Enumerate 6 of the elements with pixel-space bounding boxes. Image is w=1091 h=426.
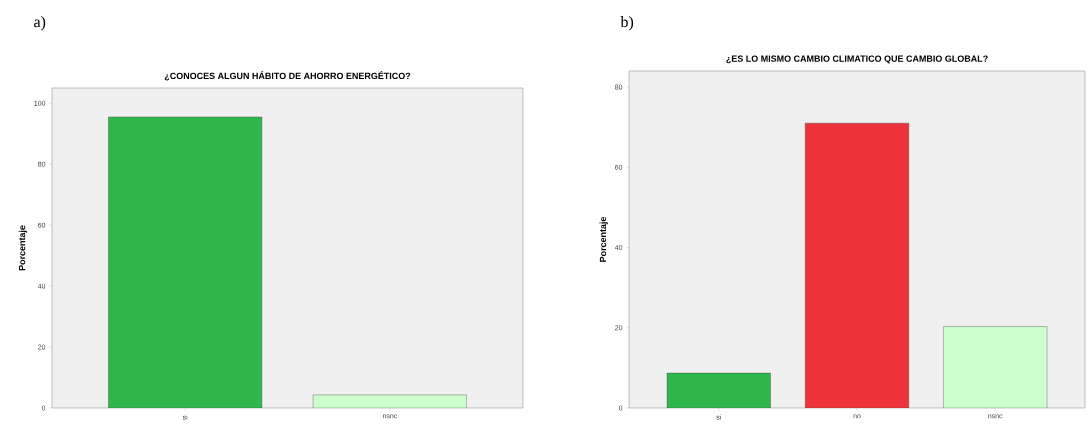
y-axis-title: Porcentaje: [599, 216, 608, 262]
chart-title: ¿ES LO MISMO CAMBIO CLIMATICO QUE CAMBIO GLOBAL?: [726, 55, 988, 64]
y-axis-title: Porcentaje: [18, 225, 27, 271]
text: b): [620, 16, 634, 31]
text: a): [34, 16, 46, 31]
chart-title: ¿CONOCES ALGUN HÁBITO DE AHORRO ENERGÉTICO?: [164, 71, 411, 81]
